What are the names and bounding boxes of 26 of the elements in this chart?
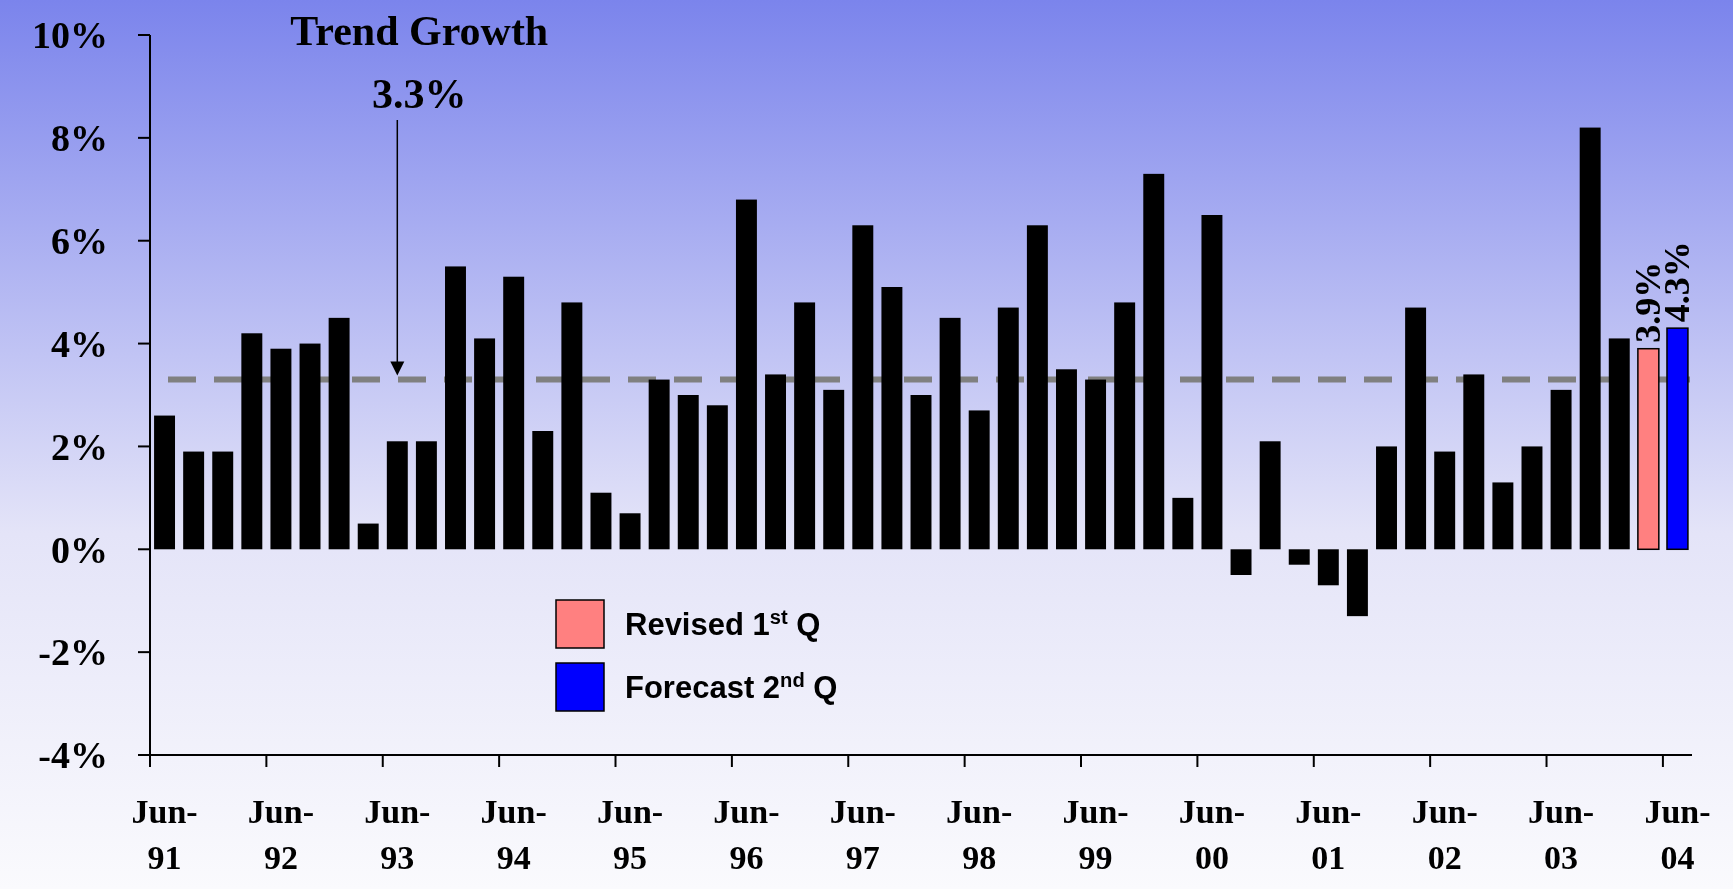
legend-label: Revised 1$^{st}$ Q [625, 605, 821, 642]
annotation: 3.3% [372, 71, 467, 117]
y-tick-label: 8% [51, 117, 108, 160]
y-tick-label: -2% [38, 631, 108, 674]
y-tick-label: -4% [38, 734, 108, 777]
x-tick-label: Jun-01 [1295, 793, 1362, 876]
y-tick-label: 2% [51, 425, 108, 468]
x-tick-label: Jun-92 [247, 793, 314, 876]
x-tick-label: Jun-91 [131, 793, 198, 876]
legend-label: Forecast 2$^{nd}$ Q [625, 668, 838, 705]
x-tick-label: Jun-03 [1528, 793, 1595, 876]
y-tick-label: 10% [32, 14, 108, 57]
x-tick-label: Jun-99 [1062, 793, 1129, 876]
x-tick-label: Jun-93 [364, 793, 431, 876]
x-tick-label: Jun-97 [829, 793, 896, 876]
x-tick-label: Jun-04 [1644, 793, 1711, 876]
annotation: Trend Growth [290, 8, 549, 54]
x-tick-label: Jun-95 [596, 793, 664, 876]
x-tick-label: Jun-96 [713, 793, 780, 876]
x-tick-label: Jun-00 [1178, 793, 1246, 876]
y-tick-label: 6% [51, 220, 108, 263]
x-tick-label: Jun-02 [1411, 793, 1478, 876]
x-tick-label: Jun-94 [480, 793, 547, 876]
y-tick-label: 0% [51, 528, 108, 571]
y-tick-label: 4% [51, 322, 108, 365]
x-tick-label: Jun-98 [946, 793, 1013, 876]
